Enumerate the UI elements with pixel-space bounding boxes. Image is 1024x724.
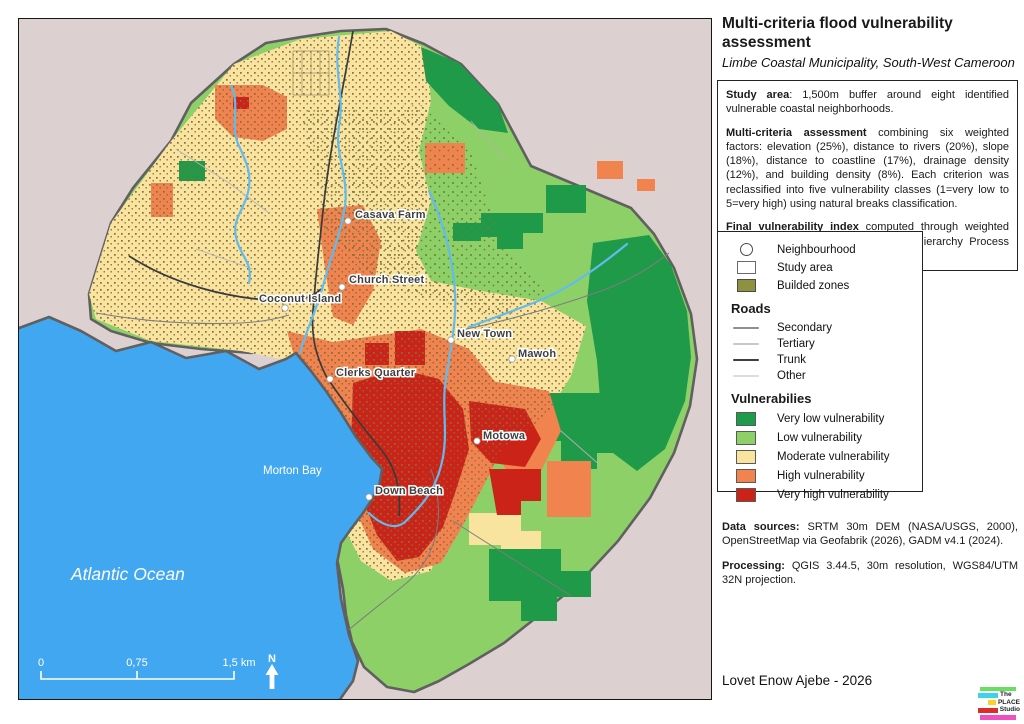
legend-box: Neighbourhood Study area Builded zones R… bbox=[717, 231, 923, 502]
high-swatch-icon bbox=[731, 469, 761, 483]
studio-logo: The PLACE Studio bbox=[978, 687, 1020, 720]
neighborhood-dot-clerks-quarter bbox=[326, 375, 334, 383]
legend-item-very-low: Very low vulnerability bbox=[731, 412, 916, 426]
legend-vulnerabilities-header: Vulnerabilies bbox=[731, 391, 812, 406]
map-canvas: Casava Farm Church Street Coconut Island… bbox=[19, 19, 711, 699]
description-multicriteria: Multi-criteria assessment combining six … bbox=[726, 126, 1009, 211]
label-morton-bay: Morton Bay bbox=[263, 465, 322, 477]
legend-roads-header: Roads bbox=[731, 301, 771, 316]
legend-item-moderate: Moderate vulnerability bbox=[731, 450, 916, 464]
label-atlantic-ocean: Atlantic Ocean bbox=[70, 564, 185, 584]
built-zones-speckle-2 bbox=[327, 329, 507, 573]
very-low-swatch-icon bbox=[731, 412, 761, 426]
vegetation-speckle bbox=[301, 105, 546, 321]
legend-item-road-trunk: Trunk bbox=[731, 354, 916, 366]
place-label-new-town: New Town bbox=[457, 328, 512, 340]
description-study-area: Study area: 1,500m buffer around eight i… bbox=[726, 89, 1010, 116]
neighborhood-dot-coconut-island bbox=[281, 304, 289, 312]
place-markers: Casava Farm Church Street Coconut Island… bbox=[258, 208, 558, 501]
data-sources: Data sources: SRTM 30m DEM (NASA/USGS, 2… bbox=[722, 520, 1018, 597]
page-title: Multi-criteria flood vulnerability asses… bbox=[722, 15, 953, 51]
place-label-motowa: Motowa bbox=[483, 430, 526, 442]
north-arrow-label: N bbox=[268, 653, 276, 665]
neighbourhood-symbol-icon bbox=[731, 243, 761, 256]
neighborhood-dot-church-street bbox=[338, 283, 346, 291]
road-secondary-line-icon bbox=[731, 327, 761, 329]
neighborhood-dot-down-beach bbox=[365, 493, 373, 501]
neighborhood-dot-casava-farm bbox=[344, 217, 352, 225]
legend-item-study-area: Study area bbox=[731, 261, 916, 274]
neighborhood-dot-mawoh bbox=[508, 355, 516, 363]
road-other-line-icon bbox=[731, 375, 761, 377]
scale-bar: 0 0,75 1,5 km bbox=[38, 657, 256, 680]
study-area-symbol-icon bbox=[731, 261, 761, 274]
very-high-swatch-icon bbox=[731, 488, 761, 502]
author-credit: Lovet Enow Ajebe - 2026 bbox=[722, 673, 873, 688]
neighborhood-dot-motowa bbox=[473, 437, 481, 445]
legend-item-road-secondary: Secondary bbox=[731, 322, 916, 334]
legend-item-very-high: Very high vulnerability bbox=[731, 488, 916, 502]
moderate-swatch-icon bbox=[731, 450, 761, 464]
road-trunk-line-icon bbox=[731, 358, 761, 362]
place-label-coconut-island: Coconut Island bbox=[259, 293, 341, 305]
title-block: Multi-criteria flood vulnerability asses… bbox=[722, 15, 1020, 70]
place-label-mawoh: Mawoh bbox=[518, 348, 556, 360]
legend-item-road-other: Other bbox=[731, 370, 916, 382]
built-zones-symbol-icon bbox=[731, 279, 761, 292]
page-subtitle: Limbe Coastal Municipality, South-West C… bbox=[722, 55, 1015, 71]
rivers bbox=[229, 35, 629, 528]
map-frame: Casava Farm Church Street Coconut Island… bbox=[18, 18, 712, 700]
data-sources-line: Data sources: SRTM 30m DEM (NASA/USGS, 2… bbox=[722, 521, 1018, 548]
field-grid bbox=[292, 50, 330, 96]
ocean bbox=[19, 315, 384, 699]
place-label-casava-farm: Casava Farm bbox=[355, 209, 426, 221]
low-swatch-icon bbox=[731, 431, 761, 445]
scale-tick-0: 0 bbox=[38, 657, 44, 669]
legend-item-neighbourhood: Neighbourhood bbox=[731, 243, 916, 256]
legend-item-low: Low vulnerability bbox=[731, 431, 916, 445]
scale-tick-max: 1,5 km bbox=[222, 657, 255, 669]
built-zones-speckle bbox=[89, 31, 586, 581]
study-area bbox=[87, 27, 699, 694]
legend-item-high: High vulnerability bbox=[731, 469, 916, 483]
north-arrow: N bbox=[265, 653, 279, 689]
zone-very-low bbox=[179, 47, 691, 621]
neighborhood-dot-new-town bbox=[447, 336, 455, 344]
place-label-church-street: Church Street bbox=[349, 274, 424, 286]
place-label-clerks-quarter: Clerks Quarter bbox=[336, 367, 416, 379]
legend-item-road-tertiary: Tertiary bbox=[731, 338, 916, 350]
place-label-down-beach: Down Beach bbox=[375, 485, 443, 497]
processing-line: Processing: QGIS 3.44.5, 30m resolution,… bbox=[722, 559, 1018, 586]
road-tertiary-line-icon bbox=[731, 343, 761, 345]
legend-item-built-zones: Builded zones bbox=[731, 279, 916, 292]
scale-tick-mid: 0,75 bbox=[126, 657, 147, 669]
